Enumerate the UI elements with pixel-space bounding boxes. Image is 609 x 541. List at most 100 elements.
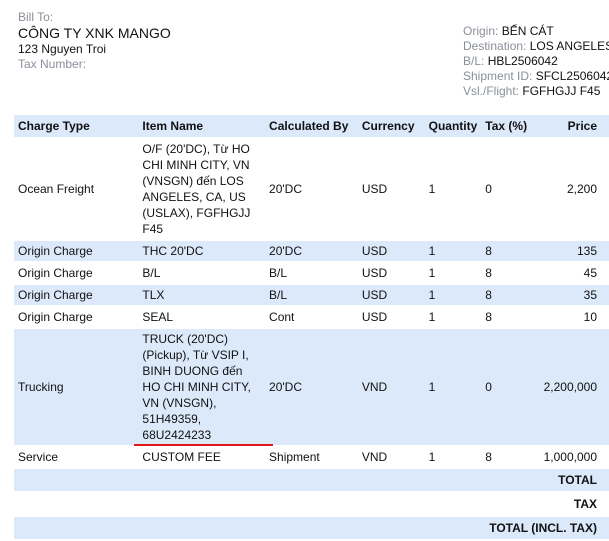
cell-calculated-by: 20'DC [265, 241, 358, 261]
item-line: HO CHI MINH CITY, [142, 380, 251, 394]
item-line: BINH DUONG đến [142, 364, 243, 378]
cell-item-name: TLX [138, 285, 266, 305]
bill-to-block: Bill To: CÔNG TY XNK MANGO 123 Nguyen Tr… [18, 10, 171, 72]
item-line: F45 [142, 222, 164, 236]
cell-charge-type: Trucking [14, 329, 139, 445]
cell-quantity: 1 [424, 329, 482, 445]
destination-value: LOS ANGELES [529, 39, 609, 53]
destination-label: Destination: [463, 39, 527, 53]
destination-line: Destination: LOS ANGELES [463, 39, 609, 54]
cell-quantity: 1 [424, 307, 482, 327]
cell-quantity: 1 [424, 263, 482, 283]
table-row: Ocean Freight O/F (20'DC), Từ HO CHI MIN… [14, 139, 609, 239]
cell-item-name: THC 20'DC [138, 241, 266, 261]
header-calculated-by: Calculated By [265, 115, 358, 137]
cell-calculated-by: B/L [265, 285, 358, 305]
bl-value: HBL2506042 [487, 54, 558, 68]
cell-currency: VND [357, 447, 425, 467]
company-address: 123 Nguyen Troi [18, 42, 107, 56]
tax-row: TAX [14, 493, 609, 515]
cell-charge-type: Service [14, 447, 139, 467]
table-row: Origin Charge SEAL Cont USD 1 8 10 [14, 307, 609, 327]
table-row: Service CUSTOM FEE Shipment VND 1 8 1,00… [14, 447, 609, 467]
item-line: (Pickup), Từ VSIP I, [142, 348, 249, 362]
cell-currency: USD [357, 263, 425, 283]
cell-price: 1,000,000 [535, 447, 609, 467]
cell-currency: USD [357, 285, 425, 305]
cell-calculated-by: Cont [265, 307, 358, 327]
cell-item-name: CUSTOM FEE [138, 447, 266, 467]
table-row: Trucking TRUCK (20'DC) (Pickup), Từ VSIP… [14, 329, 609, 445]
cell-charge-type: Ocean Freight [14, 139, 139, 239]
cell-calculated-by: 20'DC [265, 329, 358, 445]
table-header-row: Charge Type Item Name Calculated By Curr… [14, 115, 609, 137]
header-price: Price [535, 115, 609, 137]
header-item-name: Item Name [138, 115, 266, 137]
vsl-line: Vsl./Flight: FGFHGJJ F45 [463, 84, 609, 99]
bl-label: B/L: [463, 54, 485, 68]
item-line: SEAL [142, 310, 174, 324]
item-line: VN (VNSGN), [142, 396, 217, 410]
cell-price: 2,200 [535, 139, 609, 239]
table-row: Origin Charge B/L B/L USD 1 8 45 [14, 263, 609, 283]
header-currency: Currency [357, 115, 425, 137]
cell-calculated-by: B/L [265, 263, 358, 283]
table-row: Origin Charge THC 20'DC 20'DC USD 1 8 13… [14, 241, 609, 261]
cell-tax: 0 [481, 329, 536, 445]
charges-table: Charge Type Item Name Calculated By Curr… [14, 113, 609, 541]
table-row: Origin Charge TLX B/L USD 1 8 35 [14, 285, 609, 305]
tax-number-label: Tax Number: [18, 57, 87, 71]
cell-currency: VND [357, 329, 425, 445]
item-line: 51H49359, [142, 412, 202, 426]
cell-item-name: O/F (20'DC), Từ HO CHI MINH CITY, VN (VN… [138, 139, 266, 239]
cell-item-name: TRUCK (20'DC) (Pickup), Từ VSIP I, BINH … [138, 329, 266, 445]
company-name: CÔNG TY XNK MANGO [18, 25, 171, 41]
item-line: ANGELES, CA, US [142, 190, 246, 204]
cell-quantity: 1 [424, 139, 482, 239]
origin-label: Origin: [463, 24, 499, 38]
cell-quantity: 1 [424, 285, 482, 305]
cell-charge-type: Origin Charge [14, 285, 139, 305]
cell-price: 10 [535, 307, 609, 327]
item-line: TRUCK (20'DC) [142, 332, 229, 346]
total-incl-tax-label: TOTAL (INCL. TAX) [14, 517, 609, 539]
header-charge-type: Charge Type [14, 115, 139, 137]
item-line: O/F (20'DC), Từ HO [142, 142, 250, 156]
cell-tax: 8 [481, 241, 536, 261]
item-line: (VNSGN) đến LOS [142, 174, 244, 188]
cell-calculated-by: Shipment [265, 447, 358, 467]
cell-charge-type: Origin Charge [14, 241, 139, 261]
cell-item-name: SEAL [138, 307, 266, 327]
total-row: TOTAL [14, 469, 609, 491]
cell-tax: 8 [481, 285, 536, 305]
cell-tax: 8 [481, 447, 536, 467]
item-line: B/L [142, 266, 161, 280]
origin-line: Origin: BẾN CÁT [463, 24, 609, 39]
vsl-value: FGFHGJJ F45 [522, 84, 601, 98]
cell-currency: USD [357, 307, 425, 327]
shipment-id-label: Shipment ID: [463, 69, 533, 83]
cell-quantity: 1 [424, 447, 482, 467]
shipment-id-line: Shipment ID: SFCL2506042 [463, 69, 609, 84]
shipment-id-value: SFCL2506042 [535, 69, 609, 83]
shipment-info: Origin: BẾN CÁT Destination: LOS ANGELES… [463, 24, 609, 99]
cell-charge-type: Origin Charge [14, 307, 139, 327]
cell-charge-type: Origin Charge [14, 263, 139, 283]
cell-tax: 8 [481, 263, 536, 283]
cell-item-name: B/L [138, 263, 266, 283]
origin-value: BẾN CÁT [501, 24, 554, 38]
bill-to-label: Bill To: [18, 10, 54, 24]
cell-currency: USD [357, 241, 425, 261]
item-line: CUSTOM FEE [142, 450, 221, 464]
item-line: THC 20'DC [142, 244, 204, 258]
item-line: TLX [142, 288, 165, 302]
item-line: (USLAX), FGFHGJJ [142, 206, 251, 220]
cell-calculated-by: 20'DC [265, 139, 358, 239]
cell-price: 35 [535, 285, 609, 305]
cell-price: 2,200,000 [535, 329, 609, 445]
cell-tax: 8 [481, 307, 536, 327]
total-label: TOTAL [14, 469, 609, 491]
tax-label: TAX [14, 493, 609, 515]
cell-price: 135 [535, 241, 609, 261]
red-underline-annotation [134, 444, 274, 446]
